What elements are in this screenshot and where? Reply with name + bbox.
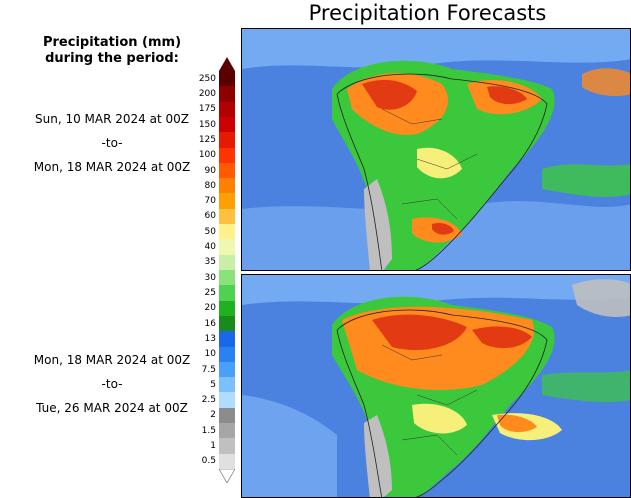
colorbar-cell [219, 208, 235, 225]
colorbar-cell [219, 438, 235, 455]
colorbar-tick-label: 1.5 [201, 425, 216, 436]
colorbar-cell [219, 86, 235, 103]
colorbar-tick-label: 100 [198, 150, 216, 161]
period-2-start: Mon, 18 MAR 2024 at 00Z [33, 353, 191, 367]
colorbar-cell [219, 239, 235, 256]
colorbar-cell [219, 453, 235, 470]
colorbar-cell [219, 392, 235, 409]
colorbar-tick-label: 2.5 [201, 395, 216, 406]
colorbar-cell [219, 71, 235, 87]
colorbar-tick-label: 40 [204, 242, 216, 253]
colorbar-min-arrow [219, 469, 235, 483]
forecast-map-period-2 [241, 274, 631, 498]
colorbar-cell [219, 361, 235, 378]
colorbar-cell [219, 377, 235, 393]
colorbar-cell [219, 132, 235, 149]
period-1-end: Mon, 18 MAR 2024 at 00Z [33, 160, 191, 174]
colorbar-tick-label: 2 [210, 410, 216, 421]
colorbar-tick-label: 50 [204, 226, 216, 237]
colorbar-cell [219, 331, 235, 348]
colorbar-tick-label: 10 [204, 349, 216, 360]
colorbar-tick-label: 80 [204, 180, 216, 191]
colorbar-tick-label: 200 [198, 88, 216, 99]
colorbar-cell [219, 147, 235, 164]
legend-subtitle: Precipitation (mm) during the period: [0, 35, 224, 67]
colorbar-cell [219, 270, 235, 286]
colorbar-tick-label: 125 [198, 134, 216, 145]
colorbar-tick-label: 35 [204, 257, 216, 268]
colorbar-cell [219, 315, 235, 332]
colorbar-tick-label: 16 [204, 318, 216, 329]
colorbar-cell [219, 346, 235, 363]
colorbar-cell [219, 407, 235, 424]
legend-subtitle-line-2: during the period: [45, 51, 179, 66]
period-2-separator: -to- [101, 377, 123, 391]
precipitation-colorbar [219, 57, 239, 497]
period-1-start: Sun, 10 MAR 2024 at 00Z [35, 112, 189, 126]
colorbar-tick-label: 25 [204, 287, 216, 298]
page-title: Precipitation Forecasts [308, 1, 547, 25]
precipitation-map-1 [242, 29, 630, 270]
period-1-separator: -to- [101, 136, 123, 150]
colorbar-cell [219, 285, 235, 302]
colorbar-tick-label: 90 [204, 165, 216, 176]
colorbar-cell [219, 162, 235, 179]
colorbar-cell [219, 178, 235, 194]
colorbar-cell [219, 224, 235, 240]
colorbar-tick-label: 30 [204, 272, 216, 283]
colorbar-cell [219, 101, 235, 118]
colorbar-tick-label: 60 [204, 211, 216, 222]
period-2-end: Tue, 26 MAR 2024 at 00Z [36, 401, 188, 415]
colorbar-tick-label: 1 [210, 441, 216, 452]
forecast-map-period-1 [241, 28, 631, 271]
period-2-label: Mon, 18 MAR 2024 at 00Z -to- Tue, 26 MAR… [0, 353, 224, 425]
colorbar-tick-label: 0.5 [201, 456, 216, 467]
colorbar-tick-label: 175 [198, 104, 216, 115]
legend-subtitle-line-1: Precipitation (mm) [42, 35, 182, 50]
colorbar-tick-label: 13 [204, 333, 216, 344]
colorbar-max-arrow [219, 57, 235, 71]
colorbar-cell [219, 423, 235, 439]
colorbar-cell [219, 116, 235, 133]
colorbar-tick-label: 70 [204, 196, 216, 207]
colorbar-cell [219, 254, 235, 271]
colorbar-tick-label: 250 [198, 73, 216, 84]
precipitation-map-2 [242, 275, 630, 497]
colorbar-tick-label: 150 [198, 119, 216, 130]
colorbar-cell [219, 300, 235, 317]
period-1-label: Sun, 10 MAR 2024 at 00Z -to- Mon, 18 MAR… [0, 112, 224, 184]
colorbar-tick-label: 20 [204, 303, 216, 314]
colorbar-cell [219, 193, 235, 210]
colorbar-tick-label: 5 [210, 379, 216, 390]
colorbar-tick-label: 7.5 [201, 364, 216, 375]
